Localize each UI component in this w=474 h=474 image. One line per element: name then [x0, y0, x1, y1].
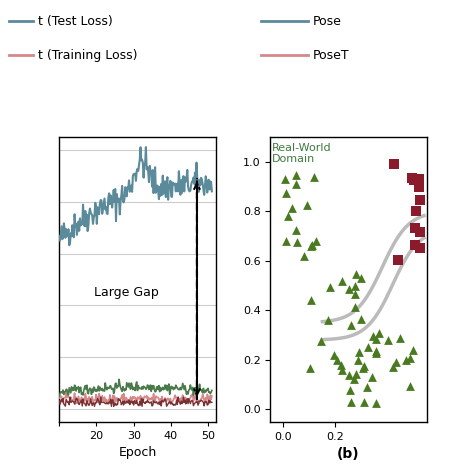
Point [324, 316, 331, 324]
Point [333, 356, 341, 364]
Point [350, 375, 358, 383]
Point [351, 290, 359, 298]
Point [411, 224, 419, 231]
Text: t (Test Loss): t (Test Loss) [38, 15, 113, 28]
Text: PoseT: PoseT [313, 49, 349, 62]
Point [312, 237, 319, 245]
Point [347, 399, 355, 406]
Point [351, 303, 358, 311]
Text: t (Training Loss): t (Training Loss) [38, 49, 137, 62]
Point [364, 343, 372, 351]
Point [406, 383, 414, 390]
Point [372, 347, 379, 355]
Point [410, 176, 418, 183]
Point [394, 256, 401, 264]
Point [284, 213, 292, 220]
Point [415, 183, 423, 191]
Point [352, 370, 359, 378]
Point [303, 201, 310, 208]
Point [356, 348, 363, 356]
Point [310, 173, 318, 181]
Point [359, 364, 366, 372]
Point [347, 321, 355, 328]
Point [360, 363, 367, 370]
Point [364, 383, 371, 391]
Point [318, 337, 325, 344]
Point [357, 315, 365, 322]
Point [375, 329, 383, 337]
Point [337, 362, 345, 369]
Point [384, 337, 392, 344]
Point [292, 227, 300, 234]
Point [292, 171, 300, 179]
Point [351, 282, 359, 290]
Point [282, 190, 290, 197]
Point [346, 387, 354, 394]
Point [327, 283, 334, 291]
Point [355, 356, 362, 364]
Point [346, 285, 353, 292]
Point [396, 334, 403, 342]
Point [368, 374, 375, 381]
Point [417, 228, 424, 236]
Point [281, 175, 289, 183]
Point [308, 241, 315, 248]
X-axis label: Epoch: Epoch [118, 447, 156, 459]
Point [416, 175, 423, 183]
Point [408, 174, 416, 182]
X-axis label: (b): (b) [337, 447, 360, 461]
Point [416, 244, 424, 252]
Point [338, 366, 346, 374]
Text: Real-World
Domain: Real-World Domain [272, 143, 331, 164]
Text: Pose: Pose [313, 15, 342, 28]
Point [307, 364, 314, 371]
Point [370, 332, 377, 339]
Point [411, 241, 419, 249]
Point [416, 196, 424, 203]
Point [373, 399, 380, 407]
Point [372, 349, 380, 356]
Point [283, 237, 290, 245]
Point [390, 160, 397, 167]
Point [293, 238, 301, 246]
Point [409, 346, 417, 354]
Point [289, 204, 296, 212]
Point [402, 356, 410, 364]
Point [357, 274, 365, 282]
Point [292, 181, 300, 188]
Point [372, 336, 380, 343]
Point [392, 358, 400, 365]
Point [307, 242, 314, 249]
Point [360, 398, 368, 406]
Point [407, 355, 414, 362]
Point [330, 351, 338, 359]
Point [352, 270, 359, 278]
Point [338, 277, 346, 285]
Point [412, 207, 420, 214]
Point [301, 252, 308, 260]
Point [389, 363, 396, 370]
Point [307, 296, 314, 304]
Text: Large Gap: Large Gap [94, 286, 159, 299]
Point [346, 371, 353, 378]
